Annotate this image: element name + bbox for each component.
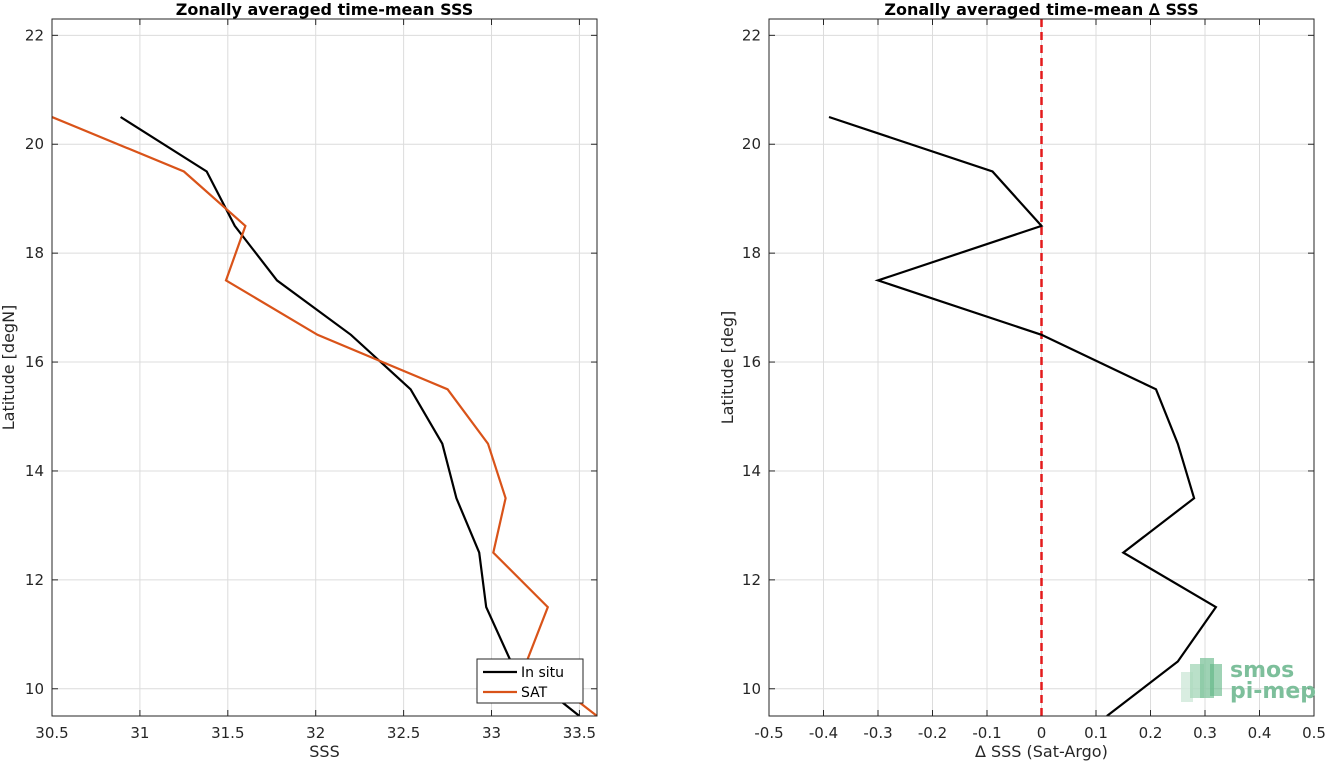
- x-tick-label: 0.2: [1139, 724, 1163, 742]
- x-tick-label: 31.5: [211, 724, 244, 742]
- x-tick-label: -0.3: [863, 724, 892, 742]
- x-tick-label: 32: [306, 724, 325, 742]
- logo-text-pi-mep: pi-mep: [1230, 679, 1316, 704]
- plot-area: [52, 19, 597, 716]
- logo-mark-icon: [1181, 658, 1222, 702]
- x-tick-label: 0.4: [1248, 724, 1272, 742]
- y-tick-label: 16: [742, 353, 761, 371]
- x-tick-label: 32.5: [387, 724, 420, 742]
- x-tick-label: -0.2: [918, 724, 947, 742]
- y-tick-label: 16: [25, 353, 44, 371]
- legend-label-0: In situ: [521, 665, 564, 681]
- series-line-in-situ: [120, 116, 581, 716]
- x-axis-label: ∆ SSS (Sat-Argo): [974, 742, 1108, 761]
- y-tick-label: 14: [742, 462, 761, 480]
- logo-text-smos: smos: [1230, 658, 1294, 683]
- x-tick-label: -0.1: [972, 724, 1001, 742]
- x-tick-label: 0.3: [1193, 724, 1217, 742]
- y-tick-label: 18: [742, 244, 761, 262]
- x-tick-label: 30.5: [35, 724, 68, 742]
- series-line-0: [828, 115, 1218, 716]
- axes-frame: [768, 18, 1315, 717]
- smos-pi-mep-logo: smos pi-mep: [1181, 658, 1316, 704]
- y-tick-label: 22: [25, 26, 44, 44]
- y-tick-label: 20: [742, 135, 761, 153]
- x-tick-label: -0.4: [809, 724, 838, 742]
- panel-delta-sss: -0.5 -0.4 -0.3 -0.2 -0.1 0 0.1 0.2 0.3 0.4 0.5 10 12…: [718, 0, 1326, 761]
- y-tick-label: 14: [25, 462, 44, 480]
- legend-box: [476, 658, 584, 704]
- y-tick-label: 12: [742, 571, 761, 589]
- y-axis-label: Latitude [deg]: [718, 311, 737, 425]
- panel-sss: 30.5 31 31.5 32 32.5 33 33.5 10 12 14 16 18 20 22 Zona…: [0, 0, 598, 761]
- chart-title: Zonally averaged time-mean SSS: [176, 0, 474, 19]
- y-tick-label: 22: [742, 26, 761, 44]
- x-tick-label: 0.5: [1302, 724, 1326, 742]
- chart-title: Zonally averaged time-mean ∆ SSS: [884, 0, 1198, 19]
- x-tick-label: 33: [482, 724, 501, 742]
- axes-frame: [51, 18, 598, 717]
- y-tick-label: 12: [25, 571, 44, 589]
- legend: In situ SAT: [476, 658, 584, 704]
- y-tick-label: 10: [742, 680, 761, 698]
- x-tick-label: 33.5: [563, 724, 596, 742]
- x-axis-label: SSS: [309, 742, 339, 761]
- x-tick-label: 0: [1037, 724, 1047, 742]
- series-line-sat: [52, 115, 597, 716]
- y-axis-label: Latitude [degN]: [0, 305, 18, 431]
- y-tick-label: 20: [25, 135, 44, 153]
- x-tick-label: -0.5: [754, 724, 783, 742]
- y-tick-label: 18: [25, 244, 44, 262]
- y-tick-label: 10: [25, 680, 44, 698]
- x-tick-label: 0.1: [1084, 724, 1108, 742]
- legend-label-1: SAT: [521, 685, 548, 701]
- x-tick-label: 31: [130, 724, 149, 742]
